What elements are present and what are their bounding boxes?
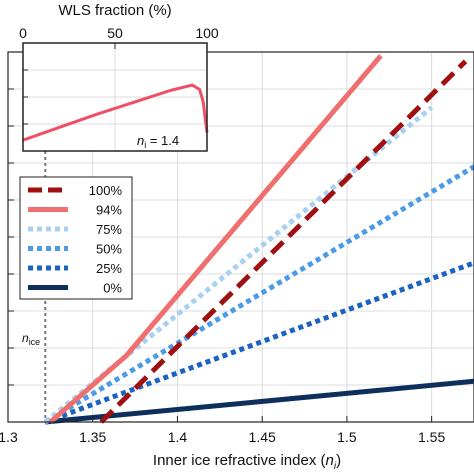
inset-annotation: ni = 1.4	[137, 133, 179, 150]
n-ice-var: n	[22, 331, 29, 345]
main-xlabel-sub: i	[334, 461, 337, 472]
legend-label: 0%	[103, 281, 122, 296]
main-xlabel-text: Inner ice refractive index (	[153, 452, 326, 469]
inset-series-line	[22, 83, 209, 142]
legend-label: 100%	[89, 183, 123, 198]
inset-series	[22, 83, 209, 142]
inset-xtick-label: 0	[19, 25, 27, 41]
inset-grid	[23, 43, 207, 151]
series-line-25pct	[44, 260, 474, 425]
n-ice-annotation: nice	[22, 331, 40, 347]
legend-label: 25%	[96, 261, 122, 276]
inset-xtick-label: 50	[107, 25, 123, 41]
main-xtick-label: 1.45	[249, 429, 276, 445]
inset-ticks	[22, 42, 208, 152]
legend-label: 94%	[96, 203, 122, 218]
legend-items: 100% 94% 75% 50% 25% 0%	[28, 183, 122, 296]
inset-xtick-labels: 0 50 100	[19, 25, 219, 41]
main-xtick-labels: 1.3 1.35 1.4 1.45 1.5 1.55	[0, 429, 445, 445]
main-xtick-label: 1.5	[337, 429, 357, 445]
inset-annotation-var: n	[137, 133, 144, 148]
legend: 100% 94% 75% 50% 25% 0%	[19, 176, 133, 300]
main-xlabel: Inner ice refractive index (ni)	[153, 452, 341, 472]
main-xtick-label: 1.35	[79, 429, 106, 445]
series-line-94pct	[48, 54, 383, 424]
inset-title: WLS fraction (%)	[58, 2, 171, 19]
main-xlabel-var: n	[326, 452, 334, 469]
main-series	[43, 54, 474, 425]
inset-annotation-text: = 1.4	[146, 133, 179, 148]
series-line-100pct	[99, 59, 468, 424]
main-xlabel-close: )	[336, 452, 341, 469]
main-ticks	[7, 51, 433, 423]
inset-annotation-sub: i	[144, 140, 146, 150]
legend-box	[19, 176, 133, 300]
inset-xtick-label: 100	[195, 25, 219, 41]
main-xtick-label: 1.4	[168, 429, 188, 445]
series-line-0pct	[45, 378, 474, 425]
main-xtick-label: 1.55	[418, 429, 445, 445]
legend-label: 50%	[96, 242, 122, 257]
n-ice-sub: ice	[29, 337, 41, 347]
series-line-50pct	[44, 164, 474, 425]
legend-label: 75%	[96, 222, 122, 237]
main-xtick-label: 1.3	[0, 429, 18, 445]
